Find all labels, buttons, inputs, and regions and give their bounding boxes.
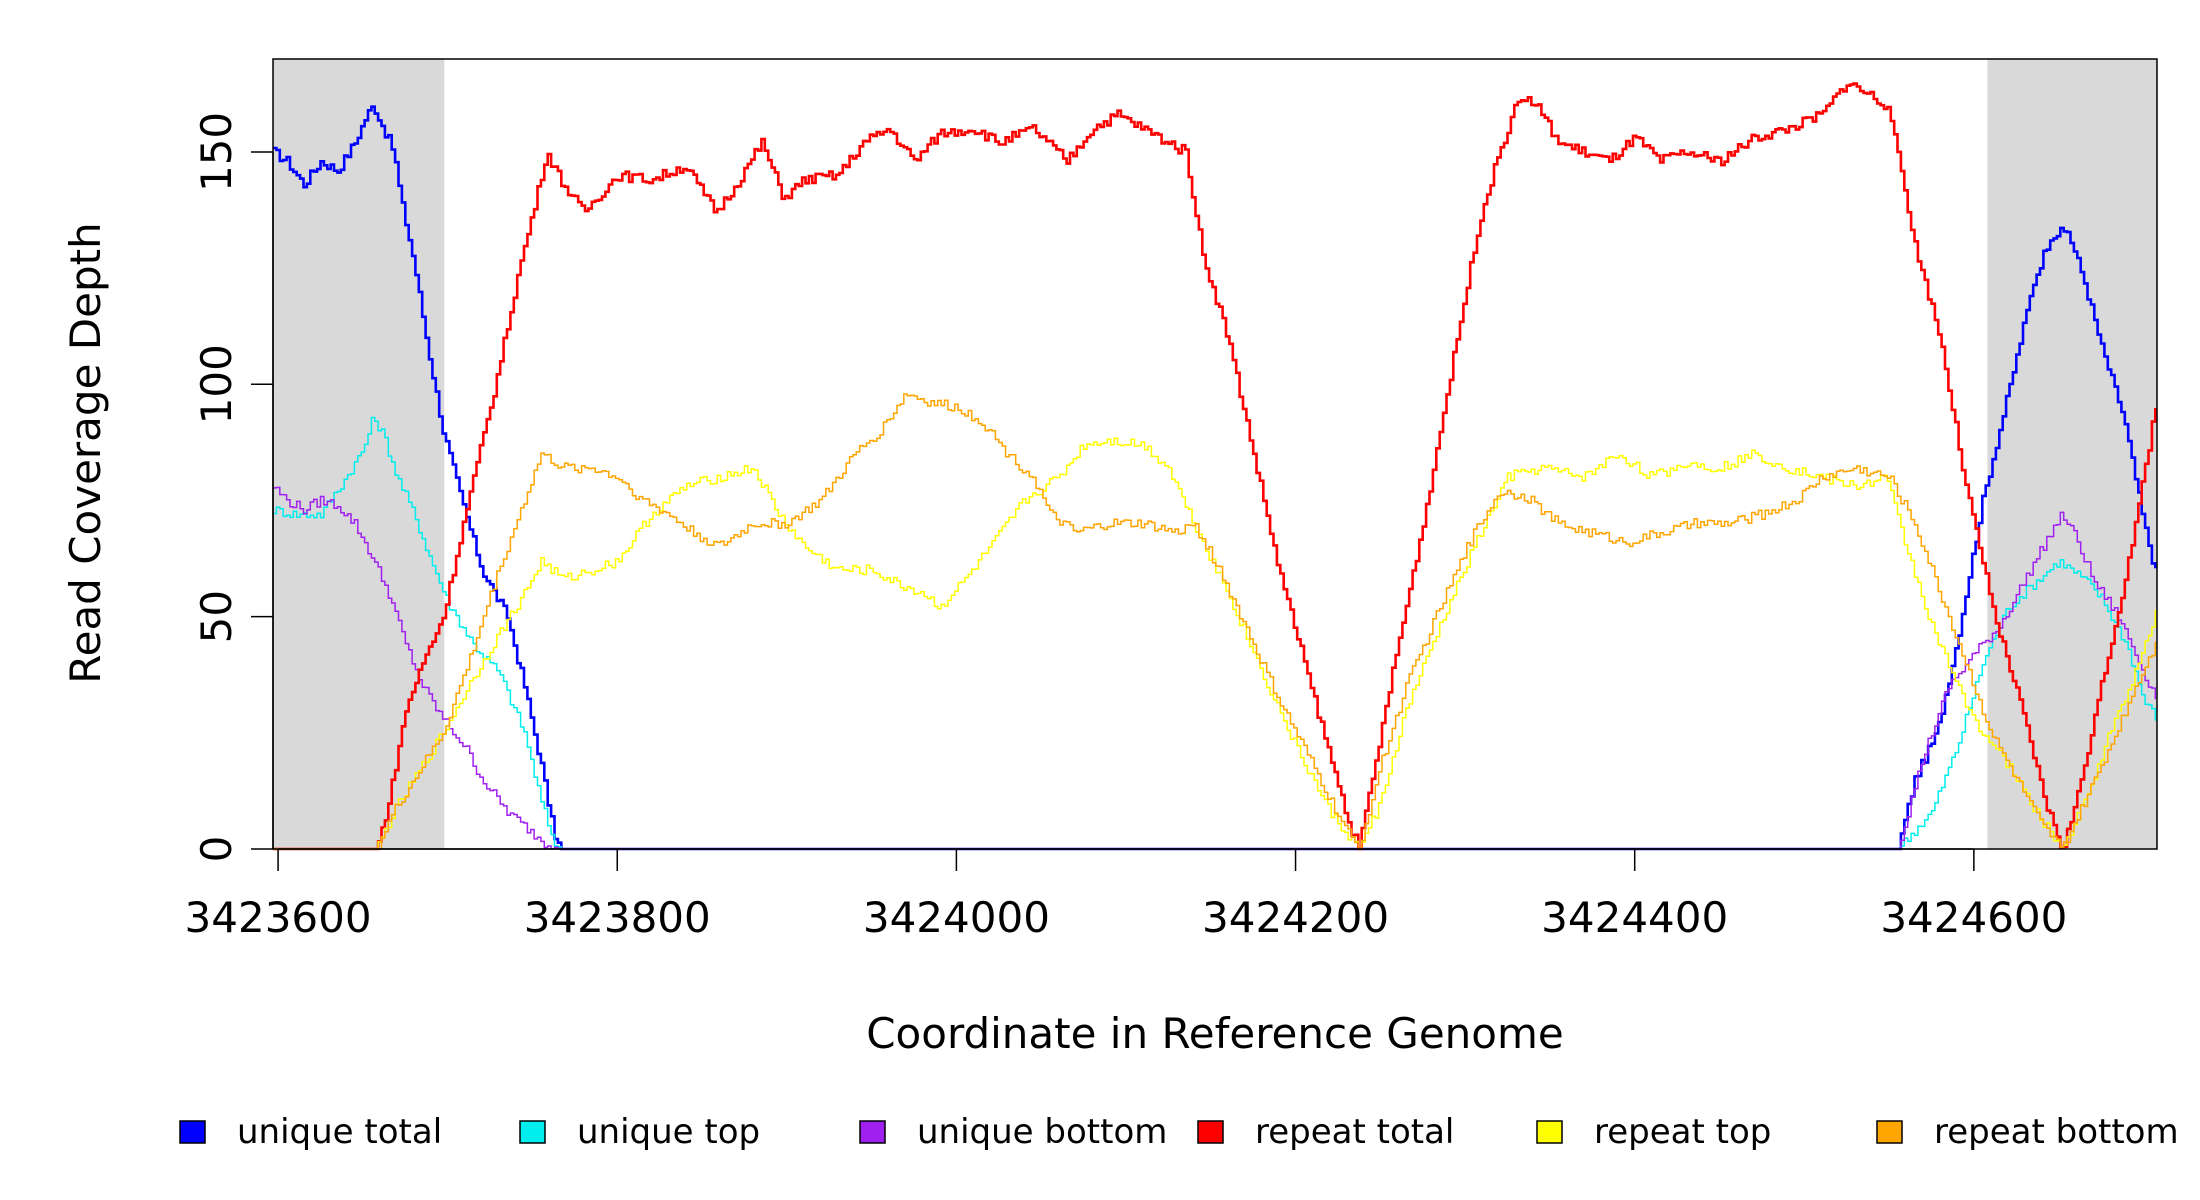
- axes: 3423600 3423800 3424000 3424200 3424400 34246…: [185, 58, 2158, 942]
- legend-item-unique-bottom: unique bottom: [859, 1112, 1167, 1152]
- plot-frame: [272, 58, 2158, 850]
- series-line-unique-bottom: [273, 486, 2157, 850]
- legend-label-repeat-bottom: repeat bottom: [1934, 1112, 2179, 1152]
- legend-item-unique-total: unique total: [179, 1112, 442, 1152]
- y-axis-label: Read Coverage Depth: [61, 222, 110, 683]
- series-line-unique-total: [273, 105, 2157, 851]
- legend-swatch-unique-total: [179, 1120, 206, 1144]
- legend-swatch-repeat-bottom: [1876, 1120, 1903, 1144]
- y-tick-label: 100: [192, 344, 241, 424]
- legend-item-unique-top: unique top: [519, 1112, 760, 1152]
- legend-label-unique-top: unique top: [577, 1112, 760, 1152]
- y-tick-label: 0: [192, 836, 241, 863]
- legend-swatch-repeat-total: [1197, 1120, 1224, 1144]
- series-line-unique-top: [273, 416, 2157, 850]
- y-tick-label: 150: [192, 112, 241, 192]
- legend-swatch-unique-bottom: [859, 1120, 886, 1144]
- x-tick-label: 3423800: [524, 893, 711, 942]
- shaded-region-2: [1987, 59, 2157, 849]
- x-tick-label: 3424200: [1202, 893, 1389, 942]
- legend-swatch-repeat-top: [1536, 1120, 1563, 1144]
- legend-label-unique-total: unique total: [237, 1112, 442, 1152]
- legend: unique total unique top unique bottom repea…: [179, 1112, 2179, 1152]
- x-tick-label: 3424600: [1880, 893, 2067, 942]
- legend-item-repeat-total: repeat total: [1197, 1112, 1454, 1152]
- series-line-repeat-top: [273, 437, 2157, 850]
- legend-label-repeat-total: repeat total: [1255, 1112, 1454, 1152]
- legend-swatch-unique-top: [519, 1120, 546, 1144]
- x-tick-label: 3423600: [185, 893, 372, 942]
- legend-item-repeat-bottom: repeat bottom: [1876, 1112, 2179, 1152]
- series-line-repeat-bottom: [273, 393, 2157, 850]
- shaded-regions: [273, 59, 2157, 849]
- series-line-repeat-total: [273, 82, 2157, 851]
- series-lines: [273, 82, 2157, 851]
- legend-label-unique-bottom: unique bottom: [917, 1112, 1167, 1152]
- x-tick-label: 3424000: [863, 893, 1050, 942]
- shaded-region-1: [273, 59, 445, 849]
- y-tick-label: 50: [192, 590, 241, 643]
- x-axis-label: Coordinate in Reference Genome: [866, 1009, 1564, 1058]
- legend-label-repeat-top: repeat top: [1594, 1112, 1771, 1152]
- legend-item-repeat-top: repeat top: [1536, 1112, 1771, 1152]
- x-tick-label: 3424400: [1541, 893, 1728, 942]
